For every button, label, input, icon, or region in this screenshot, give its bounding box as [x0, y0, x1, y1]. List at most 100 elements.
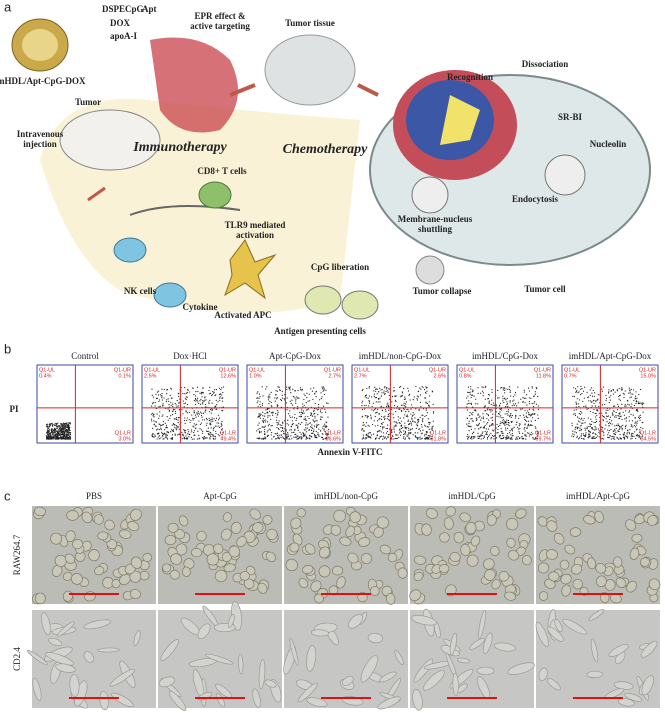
- event-dot: [602, 438, 604, 440]
- event-dot: [410, 422, 412, 424]
- event-dot: [273, 436, 275, 438]
- event-dot: [364, 408, 366, 410]
- event-dot: [263, 430, 266, 433]
- event-dot: [582, 438, 584, 440]
- event-dot: [190, 419, 192, 422]
- event-dot: [405, 401, 407, 403]
- event-dot: [469, 425, 471, 427]
- event-dot: [625, 435, 628, 438]
- cell: [204, 653, 234, 665]
- cell: [196, 530, 207, 542]
- event-dot: [318, 406, 320, 408]
- event-dot: [270, 412, 272, 414]
- event-dot: [574, 414, 577, 417]
- event-dot: [364, 438, 366, 440]
- event-dot: [326, 432, 328, 434]
- event-dot: [618, 388, 620, 390]
- cell: [595, 575, 607, 588]
- event-dot: [286, 388, 288, 391]
- event-dot: [602, 430, 604, 432]
- event-dot: [400, 431, 402, 433]
- event-dot: [276, 390, 278, 392]
- event-dot: [175, 428, 177, 430]
- event-dot: [424, 433, 426, 435]
- event-dot: [514, 391, 517, 394]
- event-dot: [416, 423, 418, 425]
- event-dot: [268, 403, 270, 405]
- event-dot: [382, 421, 384, 424]
- event-dot: [382, 432, 385, 434]
- event-dot: [491, 434, 494, 437]
- event-dot: [466, 417, 468, 419]
- cell: [535, 622, 549, 648]
- event-dot: [609, 418, 611, 421]
- event-dot: [193, 417, 195, 420]
- event-dot: [591, 427, 593, 429]
- cell: [111, 692, 134, 708]
- event-dot: [191, 414, 193, 416]
- event-dot: [311, 432, 314, 434]
- event-dot: [62, 422, 64, 425]
- event-dot: [611, 423, 613, 425]
- event-dot: [63, 429, 65, 431]
- event-dot: [618, 417, 621, 419]
- event-dot: [607, 434, 609, 436]
- event-dot: [51, 436, 54, 438]
- event-dot: [186, 404, 189, 406]
- event-dot: [375, 411, 377, 414]
- event-dot: [158, 423, 160, 425]
- event-dot: [222, 397, 224, 399]
- event-dot: [604, 428, 606, 430]
- event-dot: [380, 395, 382, 397]
- event-dot: [522, 401, 524, 403]
- event-dot: [477, 437, 479, 440]
- event-dot: [532, 436, 534, 439]
- event-dot: [611, 412, 614, 414]
- event-dot: [214, 435, 216, 437]
- event-dot: [484, 424, 486, 427]
- event-dot: [630, 413, 632, 416]
- event-dot: [621, 403, 623, 405]
- event-dot: [594, 405, 597, 407]
- cell: [474, 520, 485, 532]
- event-dot: [166, 388, 169, 391]
- event-dot: [506, 401, 508, 403]
- event-dot: [383, 390, 385, 392]
- quadrant-name: Q1-UR: [429, 367, 446, 373]
- event-dot: [484, 386, 486, 388]
- event-dot: [47, 427, 49, 429]
- event-dot: [54, 422, 56, 424]
- cell: [617, 698, 635, 707]
- event-dot: [399, 428, 401, 430]
- event-dot: [63, 423, 65, 425]
- event-dot: [193, 411, 195, 413]
- event-dot: [201, 419, 204, 421]
- event-dot: [294, 390, 296, 392]
- cell: [239, 571, 250, 581]
- event-dot: [65, 433, 67, 435]
- event-dot: [269, 393, 271, 395]
- event-dot: [502, 395, 504, 397]
- event-dot: [299, 387, 302, 389]
- cell: [170, 553, 182, 565]
- event-dot: [469, 437, 471, 440]
- event-dot: [305, 422, 307, 424]
- event-dot: [152, 433, 154, 435]
- event-dot: [620, 415, 622, 417]
- event-dot: [375, 390, 377, 392]
- event-dot: [215, 430, 217, 433]
- event-dot: [322, 433, 324, 435]
- event-dot: [518, 432, 521, 434]
- event-dot: [299, 436, 301, 438]
- event-dot: [487, 398, 489, 400]
- event-dot: [219, 397, 221, 399]
- cell: [70, 573, 83, 585]
- event-dot: [219, 435, 221, 437]
- event-dot: [615, 431, 617, 433]
- event-dot: [574, 413, 576, 415]
- event-dot: [470, 425, 472, 427]
- event-dot: [377, 408, 379, 410]
- event-dot: [300, 438, 302, 440]
- event-dot: [417, 432, 419, 434]
- event-dot: [510, 428, 513, 430]
